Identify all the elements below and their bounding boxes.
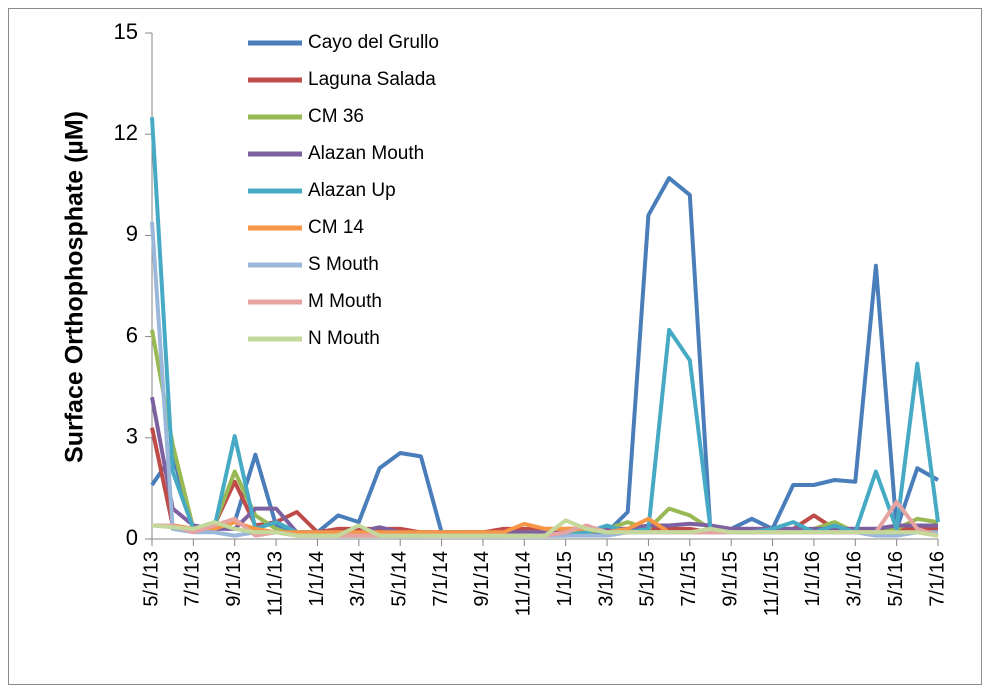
x-tick-label: 5/1/13: [140, 551, 162, 607]
x-tick-label: 1/1/15: [554, 551, 576, 607]
y-axis-label: Surface Orthophosphate (µM): [61, 111, 89, 463]
x-tick-label: 11/1/13: [264, 551, 286, 616]
x-tick-label: 7/1/16: [926, 551, 948, 607]
legend-label: Alazan Up: [308, 180, 396, 201]
legend-label: Cayo del Grullo: [308, 32, 439, 53]
x-tick-label: 1/1/14: [306, 551, 328, 607]
y-tick-label: 0: [126, 525, 138, 550]
x-tick-label: 11/1/14: [513, 551, 535, 616]
x-tick-label: 7/1/15: [678, 551, 700, 607]
legend-label: S Mouth: [308, 254, 379, 275]
x-tick-label: 9/1/13: [223, 551, 245, 607]
x-tick-label: 5/1/14: [388, 551, 410, 607]
legend-label: Alazan Mouth: [308, 143, 424, 164]
y-tick-label: 3: [126, 424, 138, 449]
y-tick-label: 15: [114, 19, 138, 44]
x-tick-label: 7/1/13: [182, 551, 204, 607]
x-tick-label: 5/1/15: [637, 551, 659, 607]
legend-label: Laguna Salada: [308, 69, 436, 90]
series-line: [151, 518, 939, 538]
y-tick-label: 6: [126, 322, 138, 347]
x-tick-label: 11/1/15: [761, 551, 783, 616]
x-tick-label: 7/1/14: [430, 551, 452, 607]
legend-label: M Mouth: [308, 291, 382, 312]
chart-frame: [8, 8, 982, 685]
legend-label: N Mouth: [308, 328, 380, 349]
x-tick-label: 3/1/14: [347, 551, 369, 607]
y-tick-label: 12: [114, 120, 138, 145]
x-tick-label: 1/1/16: [802, 551, 824, 607]
x-tick-label: 3/1/15: [595, 551, 617, 607]
legend-label: CM 36: [308, 106, 364, 127]
x-tick-label: 5/1/16: [885, 551, 907, 607]
y-tick-label: 9: [126, 221, 138, 246]
x-tick-label: 3/1/16: [844, 551, 866, 607]
legend-label: CM 14: [308, 217, 364, 238]
x-tick-label: 9/1/15: [719, 551, 741, 607]
x-tick-label: 9/1/14: [471, 551, 493, 607]
